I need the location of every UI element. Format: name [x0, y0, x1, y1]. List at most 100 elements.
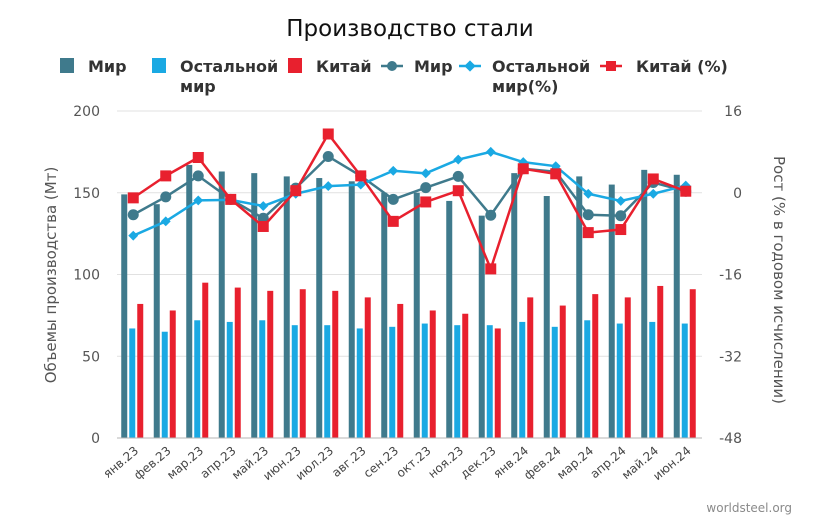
bar-rest-of-world — [454, 325, 461, 438]
point-world-growth — [127, 209, 139, 221]
legend-marker-rest-bar — [152, 58, 166, 73]
point-rest-of-world-growth — [420, 168, 431, 179]
bar-china — [137, 303, 144, 438]
bar-rest-of-world — [421, 323, 428, 438]
point-world-growth — [160, 191, 172, 203]
legend-marker-rest-line — [459, 60, 481, 72]
x-axis-ticks: янв.23фев.23мар.23апр.23май.23июн.23июл.… — [101, 444, 694, 484]
y-axis-label: Объемы производства (Мт) — [42, 167, 60, 384]
bar-rest-of-world — [291, 325, 298, 438]
bar-china — [624, 297, 631, 438]
point-world-growth — [322, 150, 334, 162]
legend-marker-china-line — [600, 61, 622, 71]
point-rest-of-world-growth — [258, 201, 269, 211]
point-china-growth — [615, 224, 627, 236]
bar-world — [381, 192, 388, 438]
x-tick-label: ноя.23 — [425, 444, 466, 481]
x-tick-label: авг.23 — [329, 444, 369, 480]
bar-world — [283, 176, 290, 438]
point-world-growth — [420, 182, 432, 194]
point-china-growth — [647, 173, 659, 185]
point-china-growth — [225, 193, 237, 205]
bar-rest-of-world — [649, 321, 656, 438]
bar-rest-of-world — [129, 328, 136, 438]
point-rest-of-world-growth — [388, 165, 399, 176]
bar-rest-of-world — [226, 321, 233, 438]
bar-rest-of-world — [551, 326, 558, 438]
bar-china — [559, 305, 566, 438]
bar-china — [462, 313, 469, 438]
point-world-growth — [387, 193, 399, 205]
point-china-growth — [290, 185, 302, 197]
point-rest-of-world-growth — [193, 195, 204, 206]
x-tick-label: фев.23 — [131, 444, 174, 483]
point-china-growth — [582, 227, 594, 239]
point-rest-of-world-growth — [485, 146, 496, 157]
bar-china — [527, 297, 534, 438]
bar-rest-of-world — [616, 323, 623, 438]
point-china-growth — [680, 185, 692, 197]
y2-axis-label: Рост (% в годовом исчислении) — [770, 156, 788, 404]
y-axis-ticks: 200 150 100 50 0 — [73, 104, 100, 447]
point-world-growth — [485, 209, 497, 221]
x-tick-label: мар.23 — [164, 444, 206, 482]
x-tick-label: дек.23 — [457, 444, 498, 482]
bar-world — [478, 215, 485, 438]
bar-rest-of-world — [389, 326, 396, 438]
bar-rest-of-world — [681, 323, 688, 438]
point-rest-of-world-growth — [583, 188, 594, 199]
legend-label-rest-bar: Остальной мир — [180, 57, 278, 96]
bar-world — [186, 164, 193, 438]
bar-world — [511, 173, 518, 438]
bar-china — [234, 287, 241, 438]
legend-marker-world-bar — [60, 58, 74, 73]
y-tick-label: 100 — [73, 268, 100, 284]
bar-world — [153, 204, 160, 438]
bar-world — [348, 181, 355, 438]
point-rest-of-world-growth — [453, 154, 464, 165]
chart-title: Производство стали — [286, 16, 533, 42]
bar-rest-of-world — [259, 320, 266, 438]
bar-world — [673, 174, 680, 438]
point-world-growth — [582, 209, 594, 221]
point-rest-of-world-growth — [355, 179, 366, 190]
bar-world — [413, 192, 420, 438]
x-tick-label: мар.24 — [554, 444, 596, 482]
bar-china — [364, 297, 371, 438]
growth-lines — [127, 128, 692, 275]
bar-china — [397, 303, 404, 438]
x-tick-label: сен.23 — [361, 444, 401, 481]
bar-world — [251, 173, 258, 438]
bar-rest-of-world — [161, 331, 168, 438]
point-rest-of-world-growth — [323, 181, 334, 192]
point-rest-of-world-growth — [648, 188, 659, 199]
point-china-growth — [192, 151, 204, 163]
bar-rest-of-world — [356, 328, 363, 438]
bar-rest-of-world — [486, 325, 493, 438]
bar-china — [267, 290, 274, 438]
bar-china — [299, 289, 306, 438]
y-tick-label: 50 — [82, 349, 100, 365]
point-china-growth — [550, 168, 562, 180]
legend-marker-china-bar — [288, 58, 302, 73]
legend: Мир Остальной мир Китай Мир Остальной мир(… — [60, 57, 728, 96]
point-china-growth — [452, 185, 464, 197]
y-tick-label: 150 — [73, 186, 100, 202]
y2-tick-label: -32 — [719, 349, 742, 365]
bar-rest-of-world — [194, 320, 201, 438]
y-tick-label: 200 — [73, 104, 100, 120]
bar-world — [576, 176, 583, 438]
source-label: worldsteel.org — [706, 501, 792, 515]
line-world-growth — [132, 155, 687, 220]
bar-world — [446, 200, 453, 438]
bar-rest-of-world — [584, 320, 591, 438]
bar-china — [592, 294, 599, 438]
y2-axis-ticks: 16 0 -16 -32 -48 — [719, 104, 742, 447]
bar-china — [429, 310, 436, 438]
point-china-growth — [485, 263, 497, 275]
legend-label-china-bar: Китай — [316, 57, 372, 76]
bar-china — [494, 328, 501, 438]
point-china-growth — [517, 163, 529, 175]
point-china-growth — [387, 215, 399, 227]
